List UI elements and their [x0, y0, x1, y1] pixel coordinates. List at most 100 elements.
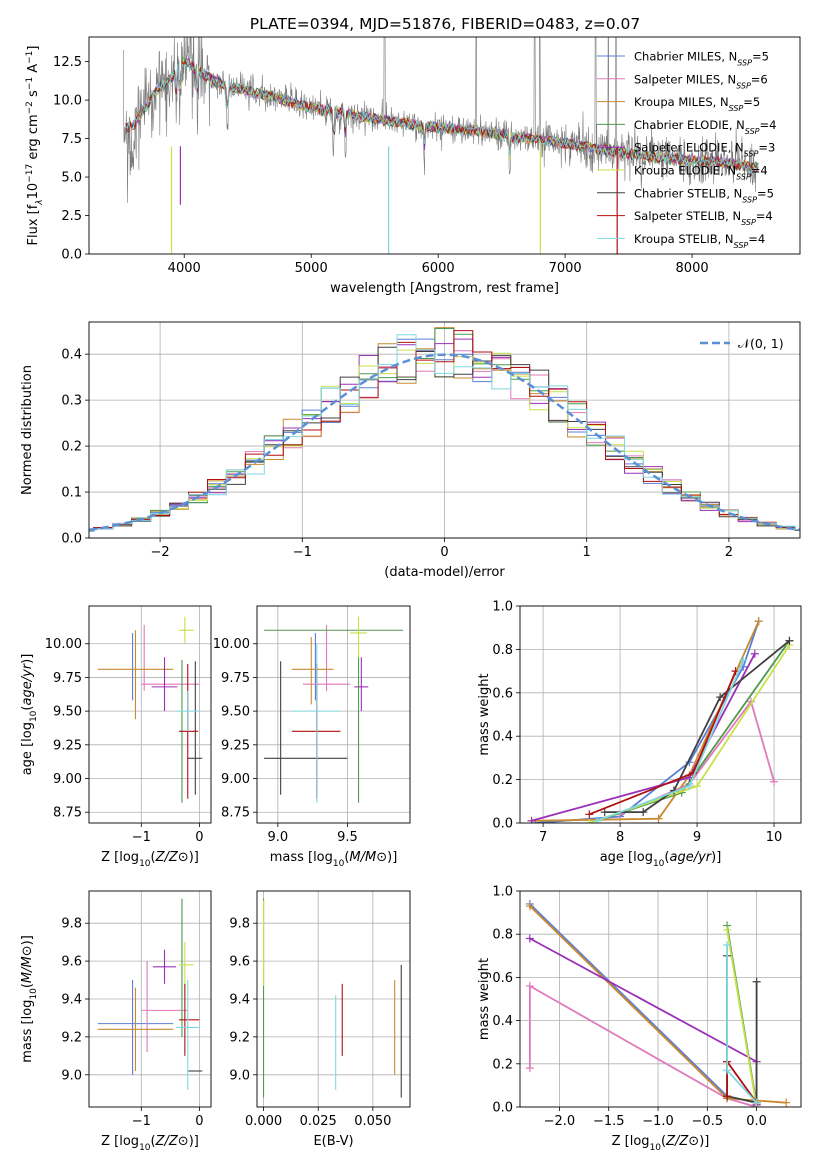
x-tick-label: 9 — [693, 830, 701, 845]
y-tick-label: 8.75 — [221, 806, 250, 821]
x-tick-label: 6000 — [422, 261, 455, 276]
weight-marker — [693, 782, 702, 791]
x-axis-label: wavelength [Angstrom, rest frame] — [330, 281, 559, 296]
y-tick-label: 9.8 — [229, 917, 250, 932]
weight-marker — [754, 617, 763, 626]
legend-entry: Chabrier STELIB, NSSP=5 — [634, 186, 774, 204]
y-tick-label: 10.00 — [213, 637, 250, 652]
weight-marker — [723, 1092, 732, 1101]
panel-weight_vs_Z: −2.0 −1.5 −1.0 −0.5 0.0 0.0 0.2 0.4 0.6 0.8 1.0 Z [… — [477, 885, 802, 1153]
weight-marker — [585, 810, 594, 819]
axes-frame — [88, 605, 212, 824]
plot-area — [97, 616, 203, 803]
y-tick-label: 7.5 — [61, 132, 82, 147]
legend-entry: Salpeter STELIB, NSSP=4 — [634, 209, 773, 227]
x-axis-label: (data-model)/error — [384, 565, 505, 580]
y-tick-label: 0.3 — [61, 394, 82, 409]
y-tick-label: 0.2 — [61, 440, 82, 455]
y-tick-label: 2.5 — [61, 209, 82, 224]
y-tick-label: 9.2 — [61, 1030, 82, 1045]
y-tick-label: 8.75 — [53, 806, 82, 821]
x-tick-label: 0 — [195, 830, 203, 845]
weight-line — [529, 937, 758, 1105]
x-tick-label: 5000 — [295, 261, 328, 276]
y-tick-label: 0.8 — [492, 643, 513, 658]
weight-marker — [525, 1064, 534, 1073]
x-tick-label: 0 — [440, 545, 448, 560]
y-tick-label: 9.6 — [229, 955, 250, 970]
y-tick-label: 9.25 — [53, 738, 82, 753]
y-tick-label: 1.0 — [492, 600, 513, 615]
y-tick-label: 0.1 — [61, 486, 82, 501]
y-tick-label: 0.6 — [492, 686, 513, 701]
legend-entry: Salpeter ELODIE, NSSP=3 — [634, 141, 775, 159]
weight-marker — [639, 808, 648, 817]
y-tick-label: 9.00 — [53, 772, 82, 787]
y-tick-label: 9.6 — [61, 955, 82, 970]
y-tick-label: 10.0 — [53, 94, 82, 109]
histogram-step — [89, 334, 800, 532]
x-tick-label: 0.050 — [354, 1114, 391, 1129]
y-tick-label: 1.0 — [492, 885, 513, 900]
plot-area — [89, 327, 800, 532]
panels: 4000 5000 6000 7000 80000.02.55.07.510.012.5… — [20, 36, 802, 1153]
axes-frame — [88, 36, 801, 255]
panel-mass_vs_ebv: 0.000 0.025 0.050 9.0 9.2 9.4 9.6 9.8 E(B-V) — [229, 890, 411, 1149]
panel-residuals: −2 −1 0 1 2 0.0 0.1 0.2 0.3 0.4 (data-model)/error… — [20, 321, 801, 580]
x-axis-label: age [log10(age/yr)] — [600, 850, 722, 869]
x-tick-label: 10 — [766, 830, 783, 845]
legend-entry: Kroupa MILES, NSSP=5 — [634, 95, 760, 113]
y-tick-label: 0.0 — [61, 532, 82, 547]
y-tick-label: 9.0 — [61, 1068, 82, 1083]
x-tick-label: 7000 — [549, 261, 582, 276]
weight-marker — [723, 941, 732, 949]
y-tick-label: 9.2 — [229, 1030, 250, 1045]
axes-frame — [88, 890, 212, 1108]
x-tick-label: 8000 — [676, 261, 709, 276]
y-axis-label: Normed distribution — [20, 365, 35, 495]
x-tick-label: −1.0 — [642, 1114, 674, 1129]
panel-mass_vs_Z: −1 0 9.0 9.2 9.4 9.6 9.8 Z [log10(Z/Z⊙)] mass [l… — [20, 890, 212, 1153]
weight-line — [529, 984, 757, 1107]
axes-frame — [256, 605, 411, 824]
weight-marker — [785, 636, 794, 645]
x-tick-label: −1 — [132, 830, 151, 845]
legend-entry: Chabrier MILES, NSSP=5 — [634, 50, 769, 68]
y-axis-label: mass weight — [477, 673, 492, 755]
weight-marker — [585, 819, 594, 823]
y-tick-label: 10.00 — [45, 637, 82, 652]
panel-age_vs_mass: 9.0 9.5 8.75 9.00 9.25 9.50 9.75 10.00 mass [log… — [213, 605, 411, 869]
weight-marker — [750, 649, 759, 658]
weight-line — [535, 620, 760, 823]
plot-area — [263, 898, 402, 1098]
weight-marker — [600, 808, 609, 817]
x-tick-label: 2 — [725, 545, 733, 560]
weight-marker — [739, 656, 748, 665]
weight-marker — [525, 934, 534, 943]
y-axis-label: mass [log10(M/M⊙)] — [20, 935, 39, 1063]
weight-marker — [525, 902, 534, 911]
axes-frame — [519, 605, 802, 824]
legend: Chabrier MILES, NSSP=5 Salpeter MILES, NS… — [597, 50, 776, 249]
weight-marker — [527, 816, 536, 823]
gaussian-curve — [89, 353, 800, 532]
x-tick-label: 0.0 — [746, 1114, 767, 1129]
weight-marker — [654, 814, 663, 823]
weight-marker — [592, 816, 601, 823]
y-tick-label: 9.00 — [221, 772, 250, 787]
x-tick-label: −2 — [151, 545, 170, 560]
weight-marker — [716, 693, 725, 702]
x-tick-label: 0.025 — [300, 1114, 337, 1129]
y-tick-label: 9.75 — [53, 671, 82, 686]
x-axis-label: E(B-V) — [313, 1134, 353, 1149]
y-tick-label: 0.8 — [492, 928, 513, 943]
legend-entry: 𝒩(0, 1) — [738, 336, 784, 351]
legend-entry: Salpeter MILES, NSSP=6 — [634, 72, 768, 90]
weight-marker — [723, 1066, 732, 1075]
y-tick-label: 9.0 — [229, 1068, 250, 1083]
y-axis-label: mass weight — [477, 958, 492, 1040]
weight-marker — [723, 925, 732, 934]
plot-area — [263, 616, 404, 803]
weight-line — [726, 929, 758, 1107]
